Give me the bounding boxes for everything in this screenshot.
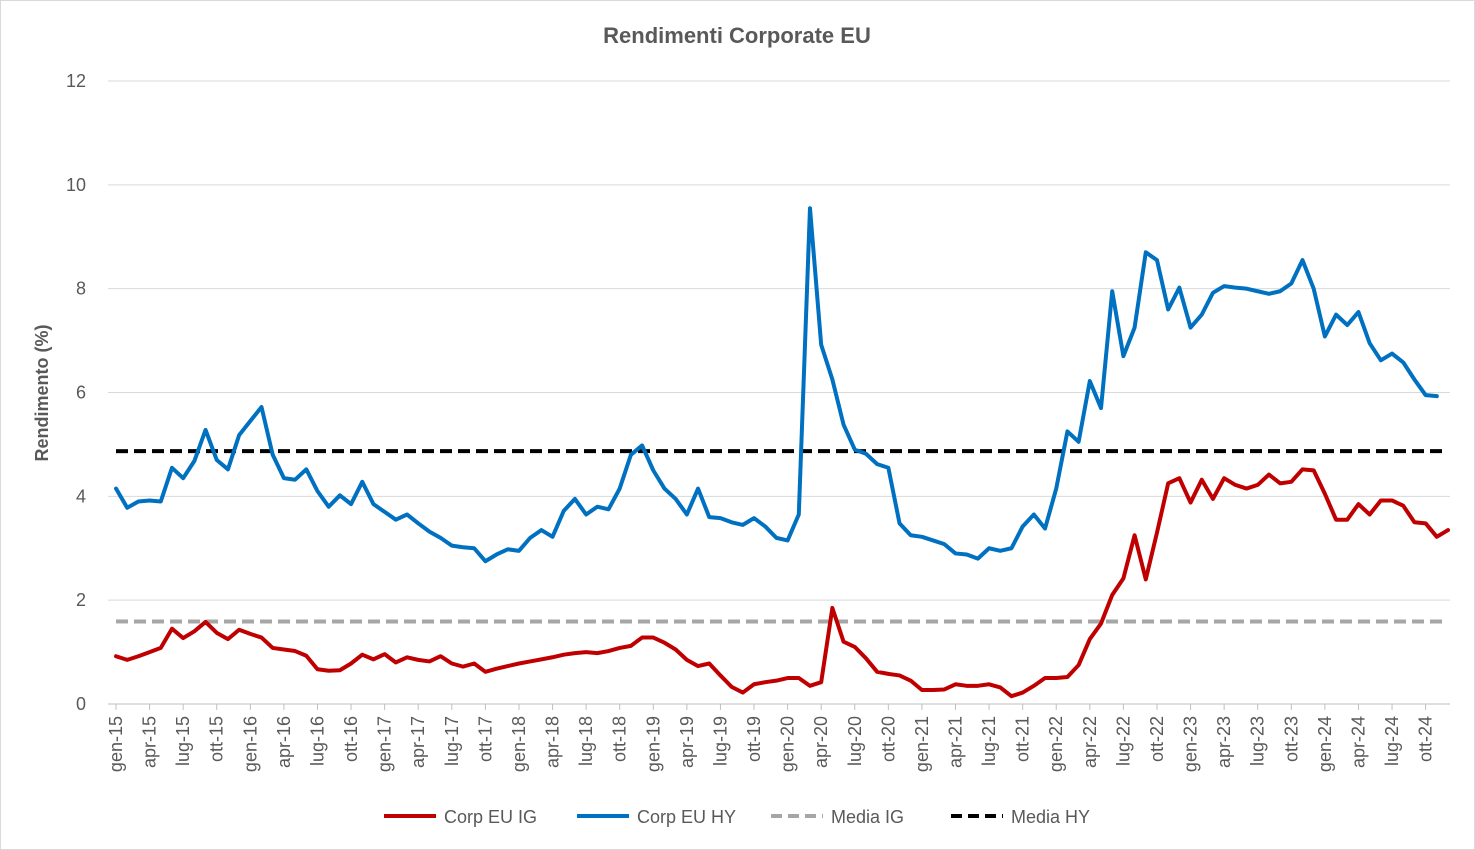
x-tick-label: lug-17 xyxy=(442,716,462,766)
x-tick-label: ott-22 xyxy=(1147,716,1167,762)
x-tick-label: gen-21 xyxy=(912,716,932,772)
x-tick-label: ott-19 xyxy=(744,716,764,762)
y-tick-label: 4 xyxy=(76,486,86,506)
y-tick-label: 6 xyxy=(76,383,86,403)
legend-label: Corp EU IG xyxy=(444,807,537,827)
y-axis-title: Rendimento (%) xyxy=(32,324,52,461)
x-tick-label: lug-24 xyxy=(1382,716,1402,766)
x-tick-label: apr-20 xyxy=(811,716,831,768)
x-tick-label: ott-23 xyxy=(1281,716,1301,762)
series-lines xyxy=(114,206,1450,699)
x-tick-label: apr-24 xyxy=(1348,716,1368,768)
y-tick-label: 12 xyxy=(66,71,86,91)
x-tick-label: ott-20 xyxy=(878,716,898,762)
x-tick-label: apr-22 xyxy=(1080,716,1100,768)
legend-label: Corp EU HY xyxy=(637,807,736,827)
x-tick-label: apr-21 xyxy=(945,716,965,768)
series-line-corp-eu-hy xyxy=(114,206,1439,564)
x-tick-label: lug-23 xyxy=(1248,716,1268,766)
x-tick-label: lug-19 xyxy=(710,716,730,766)
chart-title: Rendimenti Corporate EU xyxy=(603,23,871,48)
x-tick-label: gen-19 xyxy=(643,716,663,772)
gridlines xyxy=(108,80,1450,705)
x-tick-label: gen-24 xyxy=(1315,716,1335,772)
y-tick-label: 2 xyxy=(76,590,86,610)
x-tick-label: apr-18 xyxy=(543,716,563,768)
series-line-corp-eu-ig xyxy=(114,467,1450,699)
x-tick-label: lug-20 xyxy=(845,716,865,766)
x-tick-label: lug-16 xyxy=(307,716,327,766)
y-axis-ticks: 0 2 4 6 8 10 12 xyxy=(66,71,86,714)
legend-label: Media HY xyxy=(1011,807,1090,827)
y-tick-label: 0 xyxy=(76,694,86,714)
x-tick-label: gen-22 xyxy=(1046,716,1066,772)
x-tick-label: apr-16 xyxy=(274,716,294,768)
x-tick-label: lug-22 xyxy=(1113,716,1133,766)
x-tick-label: ott-16 xyxy=(341,716,361,762)
x-tick-label: ott-24 xyxy=(1416,716,1436,762)
x-tick-label: lug-15 xyxy=(173,716,193,766)
x-tick-label: apr-15 xyxy=(140,716,160,768)
y-tick-label: 8 xyxy=(76,279,86,299)
x-tick-label: apr-23 xyxy=(1214,716,1234,768)
x-tick-label: gen-15 xyxy=(106,716,126,772)
x-tick-label: gen-23 xyxy=(1181,716,1201,772)
x-tick-label: lug-21 xyxy=(979,716,999,766)
x-tick-label: gen-17 xyxy=(375,716,395,772)
x-axis-ticks: gen-15 apr-15 lug-15 ott-15 gen-16 apr-16 lug-… xyxy=(106,704,1436,772)
x-tick-label: apr-19 xyxy=(677,716,697,768)
x-tick-label: apr-17 xyxy=(408,716,428,768)
legend-label: Media IG xyxy=(831,807,904,827)
x-tick-label: gen-20 xyxy=(778,716,798,772)
x-tick-label: gen-18 xyxy=(509,716,529,772)
x-tick-label: ott-18 xyxy=(610,716,630,762)
legend: Corp EU IG Corp EU HY Media IG Media HY xyxy=(384,807,1090,827)
y-tick-label: 10 xyxy=(66,175,86,195)
x-tick-label: lug-18 xyxy=(576,716,596,766)
x-tick-label: gen-16 xyxy=(240,716,260,772)
x-tick-label: ott-21 xyxy=(1013,716,1033,762)
x-tick-label: ott-17 xyxy=(475,716,495,762)
x-tick-label: ott-15 xyxy=(207,716,227,762)
